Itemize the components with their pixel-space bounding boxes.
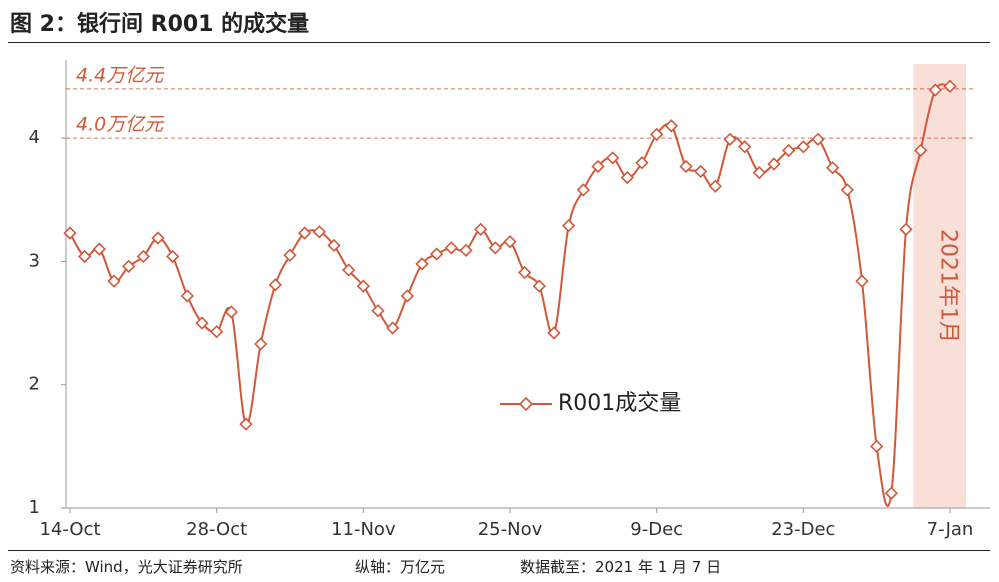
data-point <box>826 161 840 175</box>
data-point <box>268 278 282 292</box>
data-point <box>254 337 268 351</box>
data-point <box>620 170 634 185</box>
data-point <box>811 132 825 147</box>
data-point <box>430 247 444 261</box>
data-point <box>180 289 194 303</box>
reference-line-label: 4.0万亿元 <box>76 114 165 136</box>
shaded-region-label: 2021年1月 <box>936 229 961 343</box>
data-point <box>796 140 810 154</box>
data-point <box>415 257 429 271</box>
data-point <box>884 486 898 500</box>
data-point <box>298 226 312 240</box>
axis-layer: 1 2 3 4 14-Oct 28-Oct 11-Nov 25-Nov 9-Dec 23-Dec 7… <box>29 60 990 540</box>
x-tick-label: 23-Dec <box>771 519 835 540</box>
data-point <box>166 249 180 264</box>
title-divider <box>8 42 990 43</box>
data-point <box>78 249 92 264</box>
legend: R001成交量 <box>500 391 681 416</box>
shaded-region-layer: 2021年1月 <box>913 64 966 508</box>
data-point <box>914 143 928 158</box>
data-point <box>283 248 297 262</box>
cutoff-note: 数据截至：2021 年 1 月 7 日 <box>520 558 722 576</box>
data-point <box>92 242 106 256</box>
r001-volume-chart: 2021年1月 1 2 3 4 14-Oct 28-Oct 11-Nov 25-Nov 9-De… <box>29 60 990 540</box>
y-tick-label: 4 <box>29 127 40 148</box>
data-point <box>136 249 150 264</box>
x-tick-label: 7-Jan <box>927 519 974 540</box>
data-point <box>576 183 590 197</box>
data-point <box>870 439 884 453</box>
data-point <box>239 417 253 431</box>
data-point <box>107 274 121 288</box>
data-point <box>488 241 502 255</box>
data-point <box>459 243 473 257</box>
source-note: 资料来源：Wind，光大证券研究所 <box>10 558 243 576</box>
reference-line-layer: 4.4万亿元 4.0万亿元 <box>66 64 975 139</box>
data-point <box>503 235 517 249</box>
data-point <box>342 263 356 277</box>
footer-divider <box>8 550 990 551</box>
page-title: 图 2：银行间 R001 的成交量 <box>10 12 310 37</box>
data-point <box>767 157 781 171</box>
legend-marker <box>518 396 534 412</box>
data-point <box>635 156 649 170</box>
data-point <box>224 305 238 319</box>
data-point <box>210 325 224 339</box>
series-line <box>69 83 951 508</box>
data-point <box>312 225 326 239</box>
x-tick-label: 28-Oct <box>186 519 247 540</box>
reference-line-label: 4.4万亿元 <box>76 64 165 86</box>
series-layer <box>63 79 957 508</box>
data-point <box>679 159 693 174</box>
data-point <box>371 304 385 318</box>
data-point <box>723 132 737 147</box>
data-point <box>386 321 400 335</box>
data-point <box>400 289 414 303</box>
data-point <box>518 265 532 280</box>
data-point <box>694 164 708 179</box>
x-tick-label: 9-Dec <box>630 519 683 540</box>
data-point <box>738 140 752 154</box>
x-tick-label: 11-Nov <box>331 519 396 540</box>
data-point <box>782 143 796 158</box>
data-point <box>63 226 77 240</box>
data-point <box>195 316 209 330</box>
data-point <box>444 241 458 255</box>
x-tick-label: 25-Nov <box>478 519 543 540</box>
unit-note: 纵轴：万亿元 <box>355 558 446 576</box>
data-point <box>356 279 370 293</box>
data-point <box>562 219 576 233</box>
data-point <box>708 179 722 193</box>
data-point <box>532 279 546 293</box>
data-point <box>928 83 942 97</box>
data-point <box>327 238 341 253</box>
y-tick-label: 1 <box>29 497 40 518</box>
data-point <box>650 127 664 142</box>
data-point <box>606 151 620 165</box>
data-point <box>752 166 766 180</box>
data-point <box>591 159 605 174</box>
data-point <box>943 79 957 93</box>
data-point <box>840 183 854 197</box>
data-point <box>474 222 488 237</box>
data-point <box>664 119 678 133</box>
legend-label: R001成交量 <box>558 391 681 416</box>
data-point <box>151 231 165 245</box>
data-point <box>547 326 561 340</box>
data-point <box>122 259 136 273</box>
x-tick-label: 14-Oct <box>39 519 100 540</box>
y-tick-label: 3 <box>29 250 40 271</box>
data-point <box>855 274 869 288</box>
y-tick-label: 2 <box>29 374 40 395</box>
data-point <box>899 222 913 237</box>
